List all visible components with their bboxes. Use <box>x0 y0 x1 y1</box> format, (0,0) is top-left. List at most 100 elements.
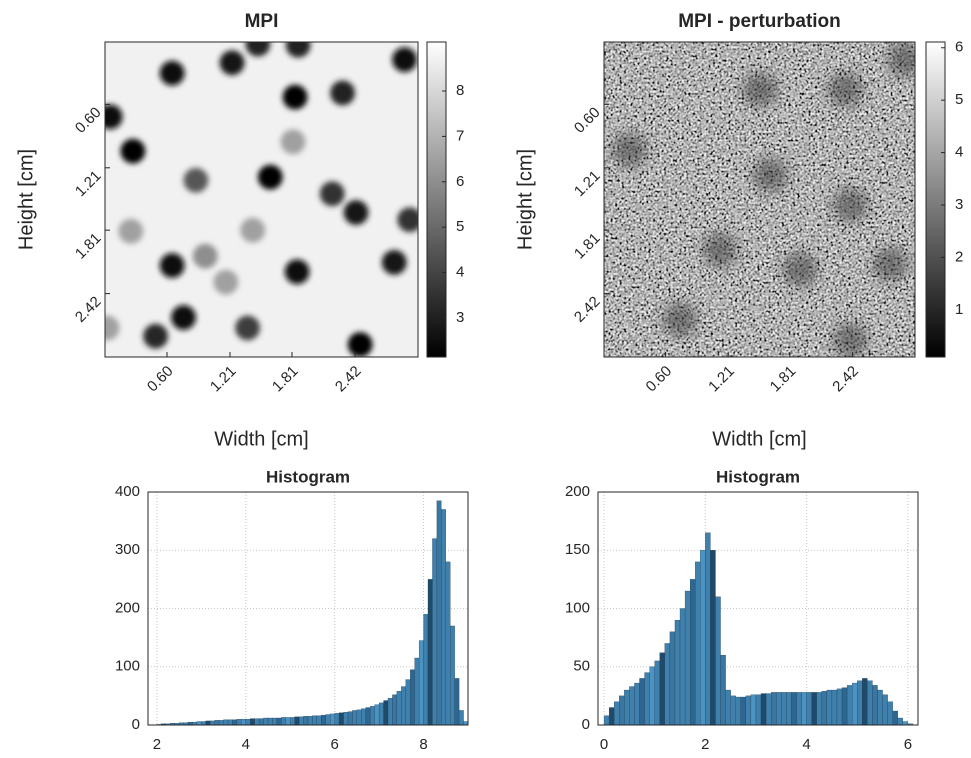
spot <box>120 138 146 164</box>
y-tick-label: 300 <box>115 541 140 558</box>
histogram-bar <box>700 550 706 726</box>
axes-frame <box>104 41 419 358</box>
histogram-bar <box>765 693 772 726</box>
spot <box>183 167 209 193</box>
histogram-bar <box>374 704 380 726</box>
histogram-bar <box>463 721 469 726</box>
histogram-bar <box>760 693 767 726</box>
chart-title: MPI - perturbation <box>678 11 841 32</box>
spot <box>612 132 647 168</box>
histogram-bar <box>841 687 848 726</box>
histogram-bar <box>396 691 402 726</box>
spot <box>118 218 144 244</box>
histogram-bar <box>892 710 898 726</box>
x-tick-label: 2 <box>153 736 161 753</box>
histogram-bar <box>205 720 211 726</box>
spot <box>284 259 310 285</box>
histogram-bar <box>690 579 696 726</box>
histogram-bar <box>781 692 787 726</box>
x-tick-label: 4 <box>242 736 250 753</box>
x-tick-label: 1.81 <box>269 363 302 396</box>
spot <box>392 47 417 73</box>
colorbar-tick-label: 3 <box>456 309 464 326</box>
histogram-bar <box>427 579 433 726</box>
spot <box>285 42 311 58</box>
colorbar-tick-label: 6 <box>955 39 963 56</box>
colorbar-tick-label: 5 <box>456 218 464 235</box>
histogram-bar <box>214 720 220 726</box>
histogram-bar <box>232 719 238 726</box>
histogram-bar <box>857 680 863 726</box>
spot <box>282 84 308 110</box>
histogram-bar <box>811 692 817 726</box>
histogram-bar <box>201 721 206 726</box>
histogram-bar <box>867 680 873 726</box>
histogram-bar <box>619 695 625 726</box>
histogram-bar <box>241 719 246 726</box>
histogram-bar <box>821 691 828 726</box>
chart-title: Histogram <box>266 467 350 486</box>
histogram-bar <box>801 692 807 726</box>
colorbar-tick-label: 1 <box>955 301 963 318</box>
y-axis-label: Height [cm] <box>514 149 536 250</box>
histogram-bar <box>725 689 731 726</box>
histogram-bar <box>816 692 822 726</box>
histogram-bar <box>872 685 878 726</box>
colorbar-tick-label: 4 <box>456 264 464 281</box>
histogram-bar <box>312 715 318 726</box>
x-tick-label: 0.60 <box>144 363 177 396</box>
x-axis-label: Width [cm] <box>214 428 308 450</box>
histogram-bar <box>846 685 853 726</box>
histogram-bar <box>321 714 326 726</box>
histogram-bar <box>603 715 610 726</box>
histogram-bar <box>258 718 264 726</box>
histogram-bar <box>432 538 438 726</box>
histogram-bar <box>771 692 777 726</box>
x-tick-label: 2.42 <box>829 363 862 396</box>
histogram-bar <box>654 660 660 726</box>
y-tick-label: 200 <box>115 599 140 616</box>
spot <box>742 72 778 108</box>
histogram-bar <box>254 718 260 726</box>
histogram-bar <box>334 713 340 726</box>
histogram-bar <box>852 682 858 726</box>
spot <box>240 217 266 243</box>
histogram-bar <box>445 561 451 726</box>
y-tick-label: 0 <box>582 716 590 733</box>
histogram-bar <box>882 694 888 726</box>
histogram-bar <box>776 692 782 726</box>
histogram-bar <box>352 710 358 726</box>
histogram-bar <box>450 625 455 726</box>
histogram-bar <box>454 678 460 726</box>
x-tick-label: 2 <box>701 736 709 753</box>
x-tick-label: 1.81 <box>767 363 800 396</box>
histogram-bar <box>745 695 752 726</box>
histogram-bar <box>307 716 313 726</box>
histogram-bar <box>343 712 349 726</box>
x-tick-label: 6 <box>330 736 338 753</box>
y-tick-label: 2.42 <box>72 293 105 326</box>
histogram-bar <box>634 682 640 726</box>
spot <box>702 232 738 268</box>
colorbar-tick-label: 8 <box>456 82 464 99</box>
histogram-bar <box>684 590 691 726</box>
x-tick-label: 2.42 <box>332 363 365 396</box>
spot <box>343 200 369 225</box>
histogram-bar <box>370 706 375 726</box>
histogram-bar <box>285 717 291 726</box>
histogram-bar <box>356 709 362 726</box>
histogram-bar <box>436 500 442 726</box>
colorbar-tick-label: 4 <box>955 144 963 161</box>
y-tick-label: 150 <box>565 541 590 558</box>
histogram-bar <box>196 721 202 726</box>
histogram-bar <box>298 716 304 726</box>
y-tick-label: 1.21 <box>72 167 105 200</box>
y-tick-label: 100 <box>565 599 590 616</box>
histogram-bar <box>624 689 630 726</box>
histogram-bar <box>715 596 721 726</box>
x-tick-label: 0 <box>600 736 608 753</box>
histogram-bar <box>649 666 655 726</box>
x-tick-label: 0.60 <box>643 363 676 396</box>
histogram-bar <box>210 720 215 726</box>
